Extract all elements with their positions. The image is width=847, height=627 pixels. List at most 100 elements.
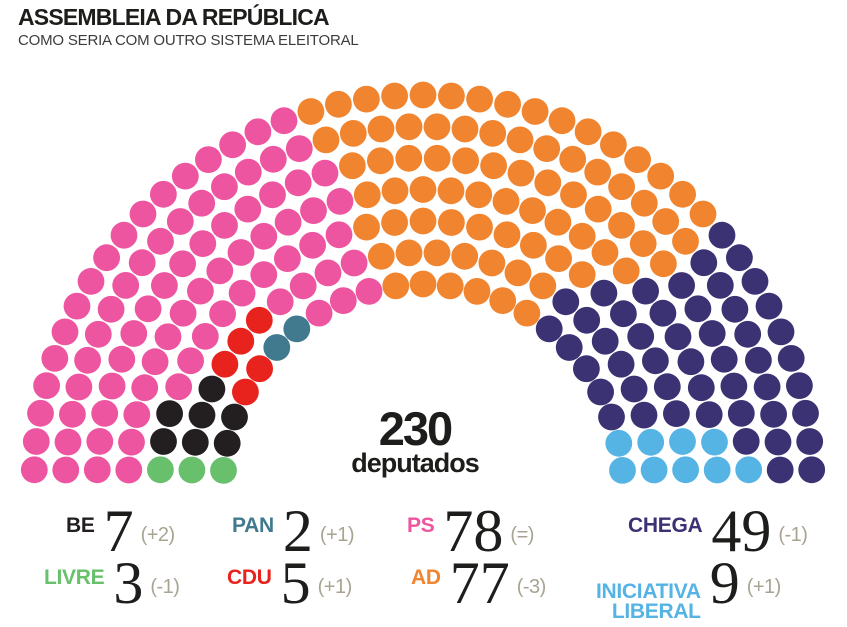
seat-dot-ps — [147, 227, 174, 255]
seat-dot-il — [609, 457, 636, 484]
seat-dot-chega — [698, 320, 726, 347]
total-seats-word: deputados — [351, 447, 480, 478]
legend-seat-change: (-3) — [516, 576, 547, 598]
seat-dot-ad — [529, 272, 557, 300]
seat-dot-ad — [519, 197, 546, 225]
seat-dot-livre — [147, 456, 174, 484]
seat-dot-ps — [129, 200, 157, 228]
total-seats-label: 230 deputados — [330, 402, 500, 478]
seat-dot-ps — [128, 249, 156, 277]
legend-item-pan: PAN 2 (+1) — [232, 498, 355, 564]
seat-dot-ad — [559, 145, 587, 173]
seat-dot-ps — [54, 428, 82, 456]
page-subtitle: COMO SERIA COM OUTRO SISTEMA ELEITORAL — [18, 32, 359, 50]
seat-dot-ad — [438, 209, 465, 236]
seat-dot-chega — [587, 378, 614, 406]
seat-dot-ad — [480, 152, 507, 180]
seat-dot-pan — [263, 334, 291, 361]
legend-item-be: BE 7 (+2) — [66, 501, 175, 561]
seat-dot-chega — [598, 403, 625, 431]
seat-dot-ps — [169, 299, 197, 327]
seat-dot-ps — [20, 456, 48, 484]
seat-dot-ps — [274, 245, 301, 272]
seat-dot-chega — [727, 400, 755, 427]
seat-dot-ad — [534, 169, 562, 197]
seat-dot-ps — [234, 195, 262, 223]
seat-dot-ad — [463, 278, 491, 305]
seat-dot-ad — [629, 230, 657, 257]
seat-dot-ps — [98, 372, 126, 400]
seat-dot-chega — [653, 373, 681, 401]
seat-dot-ps — [211, 212, 238, 239]
seat-dot-chega — [555, 334, 583, 361]
total-seats-number: 230 — [378, 402, 453, 455]
seat-dot-chega — [630, 401, 658, 429]
legend-seat-change: (+1) — [746, 576, 782, 598]
seat-dot-ps — [305, 299, 333, 327]
seat-dot-ad — [367, 242, 395, 270]
seat-dot-ad — [451, 242, 479, 270]
seat-dot-ad — [381, 82, 408, 110]
seat-dot-ps — [187, 277, 214, 305]
seat-dot-ad — [409, 270, 437, 298]
seat-dot-be — [156, 400, 184, 427]
seat-dot-ad — [672, 227, 699, 255]
seat-dot-ad — [423, 113, 451, 141]
seat-dot-ad — [381, 177, 409, 205]
seat-dot-ps — [189, 230, 217, 257]
seat-dot-ad — [297, 98, 325, 125]
seat-dot-ps — [169, 250, 197, 278]
seat-dot-ps — [227, 239, 255, 266]
seat-dot-ad — [478, 249, 506, 277]
seat-dot-ps — [259, 145, 287, 173]
seat-dot-ad — [409, 81, 437, 109]
seat-dot-be — [150, 428, 177, 455]
seat-dot-ad — [353, 213, 380, 241]
seat-dot-ad — [466, 213, 493, 241]
seat-dot-ad — [381, 209, 408, 236]
seat-dot-ad — [513, 299, 541, 327]
seat-dot-ad — [382, 272, 410, 300]
seat-dot-chega — [720, 372, 748, 400]
seat-dot-ad — [437, 177, 465, 205]
seat-dot-ad — [560, 181, 587, 209]
seat-dot-chega — [741, 268, 769, 295]
seat-dot-ad — [669, 180, 696, 208]
seat-dot-ad — [630, 189, 658, 217]
seat-dot-ad — [409, 176, 437, 203]
seat-dot-ad — [650, 250, 677, 278]
seat-dot-ps — [299, 231, 326, 259]
seat-dot-ps — [118, 428, 145, 456]
seat-dot-chega — [753, 373, 781, 401]
seat-dot-ps — [65, 373, 93, 401]
legend-item-chega: CHEGA 49 (-1) — [628, 501, 808, 561]
seat-dot-chega — [690, 249, 718, 277]
seat-dot-ps — [206, 257, 234, 285]
legend-party-name: PAN — [232, 514, 274, 537]
seat-dot-ps — [108, 345, 136, 373]
seat-dot-ps — [59, 400, 86, 428]
seat-dot-il — [669, 428, 696, 455]
seat-dot-ps — [41, 345, 69, 372]
seat-dot-ps — [311, 159, 339, 187]
seat-dot-chega — [726, 244, 753, 272]
seat-dot-ps — [51, 318, 79, 346]
seat-dot-ad — [544, 208, 572, 236]
legend-party-name: CDU — [227, 566, 272, 589]
legend-seat-count: 5 — [280, 550, 311, 616]
legend-seat-count: 3 — [113, 550, 144, 616]
legend-seat-count: 2 — [282, 498, 313, 564]
seat-dot-ps — [110, 221, 138, 249]
seat-dot-ad — [367, 115, 395, 143]
legend-seat-count: 78 — [443, 498, 504, 564]
seat-dot-chega — [734, 320, 762, 348]
seat-dot-ad — [608, 212, 635, 239]
seat-dot-ps — [209, 300, 237, 328]
seat-dot-ps — [77, 268, 105, 295]
seat-dot-ad — [624, 146, 651, 174]
seat-dot-chega — [695, 401, 723, 428]
seat-dot-chega — [706, 272, 734, 299]
seat-dot-ps — [154, 323, 182, 351]
seat-dot-chega — [687, 374, 715, 402]
seat-dot-ps — [151, 272, 178, 299]
